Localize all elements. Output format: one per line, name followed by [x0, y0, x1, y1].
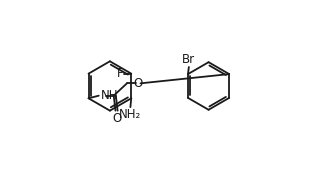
Text: Br: Br — [182, 53, 195, 66]
Text: NH₂: NH₂ — [119, 108, 141, 121]
Text: NH: NH — [100, 89, 118, 102]
Text: O: O — [134, 77, 143, 90]
Text: F: F — [117, 67, 123, 80]
Text: O: O — [112, 112, 121, 125]
